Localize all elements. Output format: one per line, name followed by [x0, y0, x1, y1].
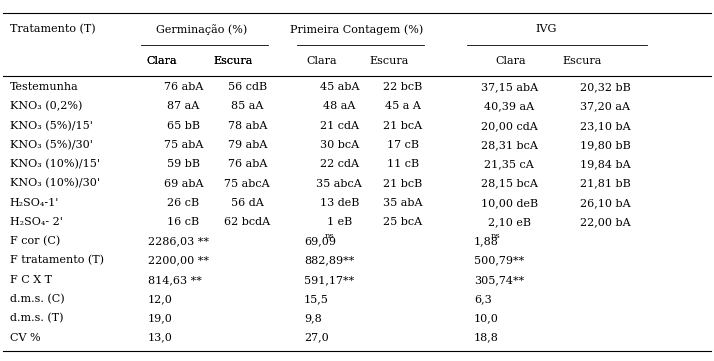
- Text: Clara: Clara: [306, 56, 337, 66]
- Text: 87 aA: 87 aA: [167, 101, 199, 112]
- Text: 21,81 bB: 21,81 bB: [580, 179, 630, 188]
- Text: 79 abA: 79 abA: [228, 140, 267, 150]
- Text: 62 bcdA: 62 bcdA: [224, 217, 271, 227]
- Text: Clara: Clara: [147, 56, 178, 66]
- Text: 2,10 eB: 2,10 eB: [488, 217, 531, 227]
- Text: 59 bB: 59 bB: [167, 159, 200, 169]
- Text: Escura: Escura: [213, 56, 253, 66]
- Text: 11 cB: 11 cB: [387, 159, 419, 169]
- Text: 21 cdA: 21 cdA: [320, 121, 359, 131]
- Text: 21 bcB: 21 bcB: [383, 179, 423, 188]
- Text: KNO₃ (0,2%): KNO₃ (0,2%): [10, 101, 82, 112]
- Text: 15,5: 15,5: [304, 294, 328, 304]
- Text: 18,8: 18,8: [474, 332, 499, 343]
- Text: KNO₃ (10%)/30': KNO₃ (10%)/30': [10, 178, 100, 189]
- Text: 20,32 bB: 20,32 bB: [580, 82, 630, 92]
- Text: ns: ns: [491, 232, 501, 240]
- Text: Escura: Escura: [562, 56, 602, 66]
- Text: 48 aA: 48 aA: [323, 101, 356, 112]
- Text: 814,63 **: 814,63 **: [148, 275, 202, 285]
- Text: 28,31 bcA: 28,31 bcA: [481, 140, 538, 150]
- Text: 19,0: 19,0: [148, 313, 173, 323]
- Text: 45 a A: 45 a A: [385, 101, 421, 112]
- Text: 23,10 bA: 23,10 bA: [580, 121, 630, 131]
- Text: 13,0: 13,0: [148, 332, 173, 343]
- Text: Clara: Clara: [147, 56, 178, 66]
- Text: 56 dA: 56 dA: [231, 198, 263, 208]
- Text: 19,80 bB: 19,80 bB: [580, 140, 630, 150]
- Text: 2200,00 **: 2200,00 **: [148, 256, 209, 266]
- Text: 20,00 cdA: 20,00 cdA: [481, 121, 538, 131]
- Text: 12,0: 12,0: [148, 294, 173, 304]
- Text: 27,0: 27,0: [304, 332, 328, 343]
- Text: 56 cdB: 56 cdB: [228, 82, 267, 92]
- Text: 6,3: 6,3: [474, 294, 492, 304]
- Text: d.m.s. (C): d.m.s. (C): [10, 294, 64, 304]
- Text: 78 abA: 78 abA: [228, 121, 267, 131]
- Text: 37,20 aA: 37,20 aA: [580, 101, 630, 112]
- Text: 26,10 bA: 26,10 bA: [580, 198, 630, 208]
- Text: 30 bcA: 30 bcA: [320, 140, 359, 150]
- Text: IVG: IVG: [536, 25, 557, 34]
- Text: 1,88: 1,88: [474, 236, 499, 246]
- Text: 75 abcA: 75 abcA: [224, 179, 270, 188]
- Text: CV %: CV %: [10, 332, 41, 343]
- Text: 21,35 cA: 21,35 cA: [484, 159, 534, 169]
- Text: 9,8: 9,8: [304, 313, 321, 323]
- Text: Clara: Clara: [496, 56, 526, 66]
- Text: 69,09: 69,09: [304, 236, 336, 246]
- Text: 76 abA: 76 abA: [228, 159, 267, 169]
- Text: Tratamento (T): Tratamento (T): [10, 24, 96, 35]
- Text: 28,15 bcA: 28,15 bcA: [481, 179, 538, 188]
- Text: 22 cdA: 22 cdA: [320, 159, 359, 169]
- Text: 19,84 bA: 19,84 bA: [580, 159, 630, 169]
- Text: 76 abA: 76 abA: [164, 82, 203, 92]
- Text: 13 deB: 13 deB: [320, 198, 359, 208]
- Text: 305,74**: 305,74**: [474, 275, 524, 285]
- Text: ns: ns: [325, 232, 335, 240]
- Text: 22 bcB: 22 bcB: [383, 82, 423, 92]
- Text: 10,0: 10,0: [474, 313, 499, 323]
- Text: KNO₃ (5%)/15': KNO₃ (5%)/15': [10, 121, 93, 131]
- Text: 21 bcA: 21 bcA: [383, 121, 423, 131]
- Text: 22,00 bA: 22,00 bA: [580, 217, 630, 227]
- Text: 882,89**: 882,89**: [304, 256, 354, 266]
- Text: 37,15 abA: 37,15 abA: [481, 82, 538, 92]
- Text: 16 cB: 16 cB: [167, 217, 199, 227]
- Text: Escura: Escura: [213, 56, 253, 66]
- Text: KNO₃ (10%)/15': KNO₃ (10%)/15': [10, 159, 100, 169]
- Text: Testemunha: Testemunha: [10, 82, 79, 92]
- Text: d.m.s. (T): d.m.s. (T): [10, 313, 64, 323]
- Text: 25 bcA: 25 bcA: [383, 217, 423, 227]
- Text: 10,00 deB: 10,00 deB: [481, 198, 538, 208]
- Text: 85 aA: 85 aA: [231, 101, 263, 112]
- Text: H₂SO₄-1': H₂SO₄-1': [10, 198, 59, 208]
- Text: 75 abA: 75 abA: [164, 140, 203, 150]
- Text: Primeira Contagem (%): Primeira Contagem (%): [291, 24, 423, 35]
- Text: 26 cB: 26 cB: [167, 198, 199, 208]
- Text: H₂SO₄- 2': H₂SO₄- 2': [10, 217, 63, 227]
- Text: F tratamento (T): F tratamento (T): [10, 256, 104, 266]
- Text: 45 abA: 45 abA: [320, 82, 359, 92]
- Text: 35 abA: 35 abA: [383, 198, 423, 208]
- Text: 69 abA: 69 abA: [164, 179, 203, 188]
- Text: 1 eB: 1 eB: [327, 217, 352, 227]
- Text: Escura: Escura: [369, 56, 408, 66]
- Text: 35 abcA: 35 abcA: [316, 179, 362, 188]
- Text: 17 cB: 17 cB: [387, 140, 419, 150]
- Text: 2286,03 **: 2286,03 **: [148, 236, 209, 246]
- Text: KNO₃ (5%)/30': KNO₃ (5%)/30': [10, 140, 93, 150]
- Text: F cor (C): F cor (C): [10, 236, 60, 247]
- Text: F C X T: F C X T: [10, 275, 52, 285]
- Text: 40,39 aA: 40,39 aA: [484, 101, 534, 112]
- Text: 500,79**: 500,79**: [474, 256, 524, 266]
- Text: Germinação (%): Germinação (%): [156, 24, 247, 35]
- Text: 65 bB: 65 bB: [167, 121, 200, 131]
- Text: 591,17**: 591,17**: [304, 275, 354, 285]
